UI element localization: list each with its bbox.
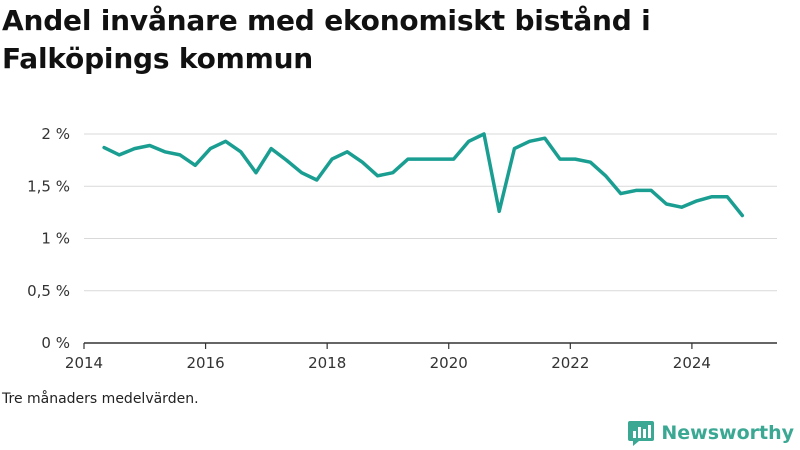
data-point [422, 157, 425, 161]
data-point [710, 195, 714, 198]
data-point [133, 147, 136, 150]
data-point [254, 171, 258, 174]
data-point [376, 174, 379, 177]
data-point [574, 157, 577, 161]
data-point [194, 164, 197, 167]
data-point [102, 146, 106, 149]
data-point [148, 144, 151, 147]
data-point [726, 195, 729, 198]
data-point [315, 178, 318, 182]
data-point [619, 192, 622, 195]
y-tick-label: 0,5 % [27, 282, 70, 300]
data-point [604, 174, 607, 177]
data-point [528, 140, 531, 143]
data-point [665, 202, 668, 206]
data-point [209, 147, 212, 150]
x-tick-label: 2020 [430, 354, 468, 372]
data-point [498, 210, 501, 213]
chart-note: Tre månaders medelvärden. [2, 391, 199, 407]
newsworthy-logo: Newsworthy [627, 419, 794, 447]
x-tick-label: 2022 [551, 354, 589, 372]
data-point [695, 199, 698, 203]
data-point [437, 157, 440, 161]
data-point [741, 214, 744, 217]
data-point [543, 137, 546, 140]
y-tick-label: 1 % [41, 230, 70, 248]
x-tick-label: 2024 [673, 354, 711, 372]
x-tick-label: 2018 [308, 354, 346, 372]
data-point [361, 161, 364, 164]
x-axis-ticks: 2014 2016 2018 2020 2022 2024 [65, 343, 711, 372]
data-point [634, 189, 638, 192]
data-point [406, 157, 410, 161]
data-point [270, 147, 273, 150]
data-point [650, 189, 653, 192]
data-point [452, 157, 455, 161]
bar-chart-icon [628, 421, 655, 446]
y-tick-label: 0 % [41, 334, 70, 352]
data-point [513, 147, 516, 150]
series-line [102, 132, 745, 218]
data-point [330, 157, 334, 161]
data-point [224, 140, 227, 143]
data-point [558, 157, 562, 161]
series-layer [102, 132, 745, 218]
data-point [285, 158, 288, 162]
data-point [300, 171, 303, 174]
data-point [118, 153, 121, 157]
data-point [391, 171, 394, 174]
gridlines [84, 133, 777, 292]
data-point [589, 161, 592, 164]
brand-name: Newsworthy [661, 422, 794, 444]
y-tick-label: 1,5 % [27, 177, 70, 195]
data-point [467, 140, 470, 143]
data-point [163, 150, 166, 153]
y-axis-labels: 0 % 0,5 % 1 % 1,5 % 2 % [27, 125, 70, 352]
chart-title: Andel invånare med ekonomiskt bistånd i … [2, 4, 651, 75]
data-point [346, 150, 349, 153]
data-point [680, 206, 683, 209]
data-point [178, 153, 182, 157]
data-point [482, 132, 486, 136]
data-point [239, 150, 242, 153]
y-tick-label: 2 % [41, 125, 70, 143]
x-tick-label: 2016 [186, 354, 224, 372]
x-tick-label: 2014 [65, 354, 103, 372]
